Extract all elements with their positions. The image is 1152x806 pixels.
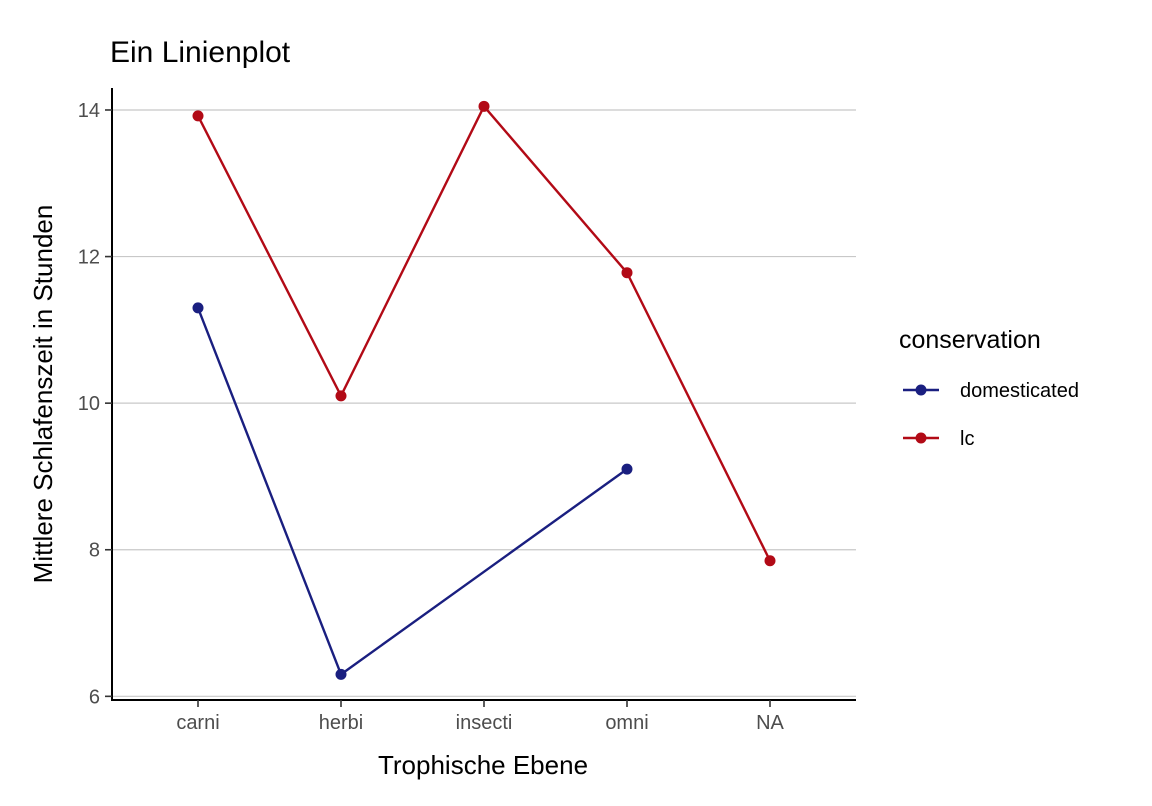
plot-series [192, 100, 776, 680]
series-line-lc [196, 105, 772, 562]
legend-key-point [915, 432, 927, 444]
data-point [192, 110, 204, 122]
y-tick-label: 6 [89, 686, 100, 708]
y-tick-label: 8 [89, 540, 100, 562]
data-point [621, 267, 633, 279]
data-point [621, 463, 633, 475]
y-tick-label: 12 [78, 247, 100, 269]
legend-label: lc [960, 428, 974, 450]
x-tick-label: NA [756, 712, 784, 734]
data-point [192, 302, 204, 314]
legend: conservation domesticated lc [899, 326, 1079, 450]
x-axis-title: Trophische Ebene [378, 750, 588, 780]
x-tick-label: omni [605, 712, 648, 734]
y-axis-ticks: 6 8 10 12 14 [78, 100, 112, 708]
series-line-domesticated [196, 307, 628, 676]
data-point [335, 668, 347, 680]
legend-label: domesticated [960, 380, 1079, 402]
data-point [478, 100, 490, 112]
y-tick-label: 10 [78, 393, 100, 415]
data-point [335, 390, 347, 402]
series-lc [192, 100, 776, 567]
chart-title: Ein Linienplot [110, 36, 291, 69]
x-tick-label: carni [176, 712, 219, 734]
y-axis-title: Mittlere Schlafenszeit in Stunden [28, 205, 58, 584]
series-domesticated [192, 302, 633, 680]
data-point [764, 555, 776, 567]
x-tick-label: insecti [456, 712, 513, 734]
legend-key-point [915, 384, 927, 396]
x-axis-ticks: carni herbi insecti omni NA [176, 700, 785, 734]
legend-items: domesticated lc [903, 380, 1079, 450]
y-tick-label: 14 [78, 100, 100, 122]
legend-title: conservation [899, 326, 1041, 354]
gridlines [112, 109, 856, 697]
legend-item-lc: lc [903, 428, 974, 450]
x-tick-label: herbi [319, 712, 363, 734]
legend-item-domesticated: domesticated [903, 380, 1079, 402]
